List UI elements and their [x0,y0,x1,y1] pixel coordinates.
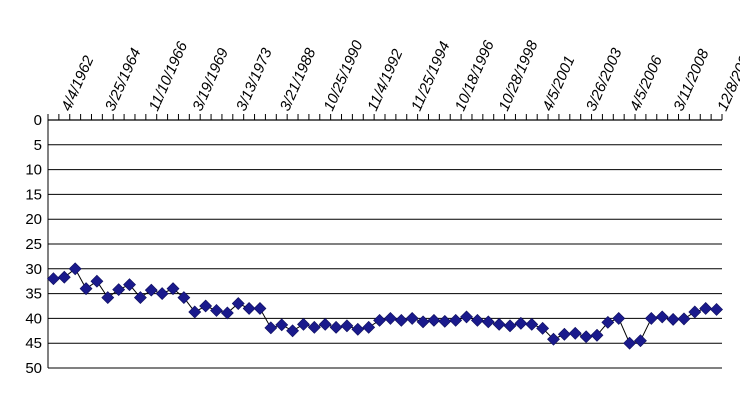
data-point [286,324,300,338]
data-point [677,312,691,326]
series-line [53,268,717,344]
data-point [503,319,517,333]
data-point [318,317,332,331]
data-point [384,311,397,325]
y-axis: 0 5 10 15 20 25 30 35 40 45 50 [25,112,42,377]
x-tick-label: 10/18/1996 [452,38,498,114]
data-point [568,326,582,340]
x-tick-label: 11/4/1992 [364,46,406,113]
data-point [655,310,669,324]
data-point [481,315,495,329]
data-point [688,305,702,319]
x-tick-label: 10/28/1998 [495,38,541,114]
data-point [405,311,419,325]
data-point [242,302,256,315]
x-axis [47,114,723,368]
data-point [210,304,223,317]
x-tick-label: 12/8/2009 [714,45,740,113]
y-tick-label: 40 [25,310,42,327]
data-point [460,310,473,324]
y-tick-label: 10 [25,162,42,179]
data-point [470,313,484,327]
data-point [373,313,386,327]
data-point [123,278,136,292]
data-point [112,283,126,297]
x-tick-label: 11/10/1966 [146,39,192,114]
data-point [329,320,343,334]
data-point [166,282,180,296]
data-point [101,291,115,304]
data-point [514,316,528,330]
data-point [416,315,430,329]
data-point [547,332,560,346]
series-line-group [47,262,723,350]
data-point [492,317,506,331]
data-point [710,303,723,316]
data-point [57,270,71,284]
grid-lines [48,144,722,369]
data-point [394,313,408,327]
data-point [68,262,82,276]
y-tick-label: 35 [25,286,42,303]
y-tick-label: 50 [25,360,42,377]
data-point [79,282,93,296]
x-tick-label: 3/21/1988 [277,45,320,113]
data-point [340,319,354,333]
y-tick-label: 0 [34,112,42,129]
y-tick-label: 30 [25,261,42,278]
data-point [666,312,680,326]
data-point [699,302,713,315]
x-tick-label: 3/11/2008 [670,46,712,113]
data-point [297,317,310,331]
data-point [220,306,234,320]
y-tick-label: 25 [25,236,42,253]
data-point [253,302,267,315]
data-point [525,317,539,331]
x-tick-label: 3/26/2003 [583,45,626,113]
x-tick-label: 3/19/1969 [189,45,232,113]
data-point [307,320,321,334]
x-tick-label: 4/5/2001 [539,53,578,113]
data-point [362,320,376,334]
x-tick-label: 11/25/1994 [408,39,454,113]
x-tick-label: 3/13/1973 [233,45,276,113]
data-point [634,334,647,348]
data-point [427,313,441,327]
data-point [90,274,104,288]
data-point [264,321,278,335]
data-point [275,318,289,332]
data-point [199,299,213,313]
data-point [579,330,593,344]
data-point [47,272,60,286]
data-point [231,297,245,310]
data-point [557,327,571,341]
x-tick-label: 3/25/1964 [102,46,145,114]
x-tick-label: 4/4/1962 [58,53,98,114]
data-point [449,313,463,327]
y-tick-label: 20 [25,211,42,228]
data-point [612,311,626,325]
data-point [601,315,615,329]
data-point [438,314,452,328]
data-point [623,336,637,350]
data-point [177,291,191,304]
data-point [188,305,202,319]
y-tick-label: 45 [25,335,42,352]
data-point [133,291,147,304]
data-point [155,287,169,301]
data-point [644,311,658,325]
data-point [536,321,550,335]
x-tick-label: 4/5/2006 [627,53,667,114]
data-point [590,328,604,342]
data-point [144,283,158,297]
y-tick-label: 5 [34,137,42,154]
x-tick-label: 10/25/1990 [321,38,367,114]
data-point [351,322,365,336]
y-tick-label: 15 [25,186,42,203]
